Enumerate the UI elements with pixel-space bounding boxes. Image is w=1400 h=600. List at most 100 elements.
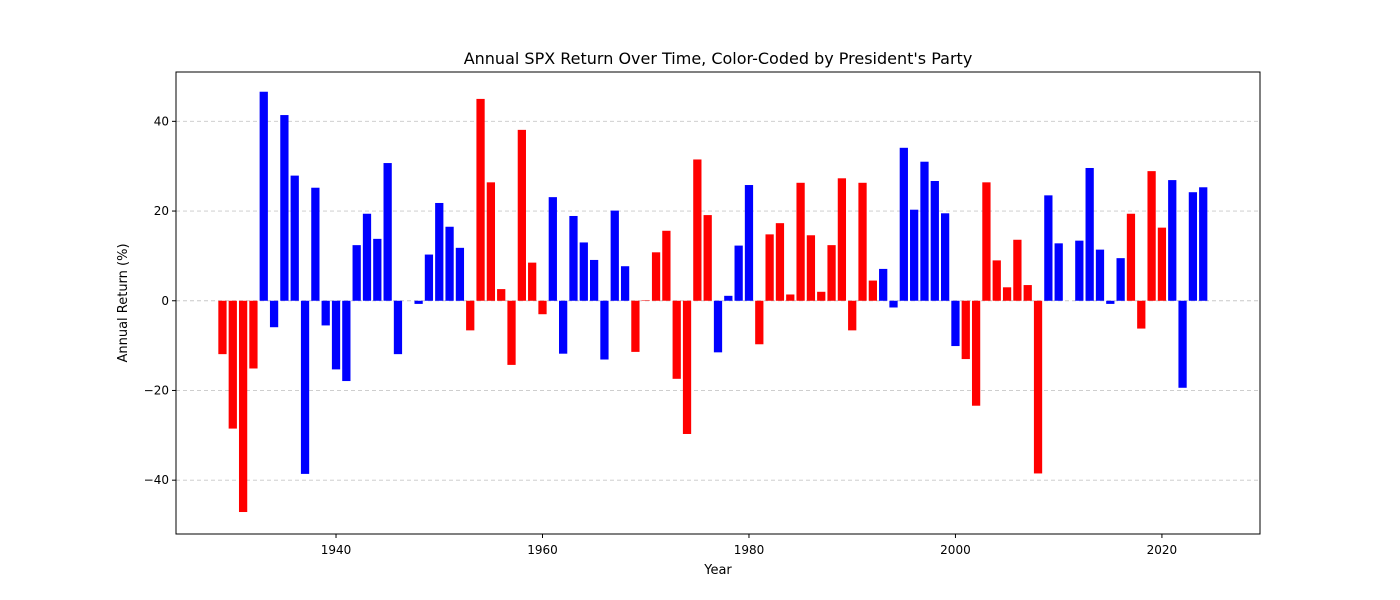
bar-1970 — [641, 300, 650, 301]
bar-1940 — [331, 300, 341, 370]
x-tick-label: 1980 — [734, 543, 765, 557]
bar-2009 — [1044, 195, 1053, 301]
bar-2012 — [1075, 240, 1084, 301]
bar-2000 — [951, 300, 960, 347]
bar-2024 — [1199, 187, 1208, 301]
bar-1963 — [569, 215, 578, 301]
bar-1934 — [269, 300, 279, 328]
bar-1939 — [321, 300, 330, 326]
bar-1992 — [868, 280, 877, 301]
bars — [218, 91, 1208, 513]
bar-1979 — [734, 245, 743, 301]
bar-1998 — [930, 181, 939, 301]
bar-1988 — [827, 245, 836, 301]
chart-title: Annual SPX Return Over Time, Color-Coded… — [464, 49, 973, 68]
bar-1973 — [672, 300, 681, 379]
bar-2022 — [1178, 300, 1187, 388]
bar-2016 — [1116, 258, 1125, 301]
bar-1945 — [383, 163, 392, 301]
bar-2023 — [1188, 192, 1198, 301]
plot-frame — [175, 71, 1261, 535]
x-axis: 1940 1960 1980 2000 2020 — [321, 534, 1177, 557]
bar-1930 — [228, 300, 237, 429]
bar-1969 — [631, 300, 640, 352]
bar-1972 — [662, 230, 671, 301]
bar-1953 — [466, 300, 475, 331]
bar-1986 — [806, 235, 816, 301]
bar-1952 — [455, 247, 465, 301]
bar-2001 — [961, 300, 970, 360]
y-tick-label: −40 — [144, 473, 169, 487]
bar-1946 — [393, 300, 403, 355]
bar-1996 — [910, 209, 919, 301]
bar-1931 — [238, 300, 248, 513]
bar-2013 — [1085, 167, 1094, 301]
bar-1984 — [786, 294, 795, 301]
bar-2003 — [982, 182, 991, 301]
x-tick-label: 2020 — [1147, 543, 1178, 557]
bar-1956 — [497, 289, 506, 301]
bar-2008 — [1033, 300, 1043, 474]
bar-1981 — [755, 300, 764, 345]
bar-1954 — [476, 98, 485, 301]
bar-1991 — [858, 182, 867, 301]
bar-1985 — [796, 182, 805, 301]
bar-1958 — [517, 129, 526, 301]
bar-2006 — [1013, 239, 1022, 301]
bar-1944 — [373, 238, 382, 301]
bar-1936 — [290, 175, 299, 301]
bar-1951 — [445, 226, 454, 301]
bar-1968 — [620, 266, 630, 301]
bar-1942 — [352, 245, 361, 301]
bar-1967 — [610, 210, 619, 301]
bar-2010 — [1054, 243, 1063, 301]
bar-2021 — [1168, 180, 1177, 301]
bar-1938 — [311, 187, 320, 301]
bar-1965 — [589, 259, 599, 301]
bar-1980 — [744, 185, 754, 301]
bar-1955 — [486, 182, 496, 301]
bar-1990 — [848, 300, 857, 331]
bar-2004 — [992, 260, 1001, 301]
y-tick-label: 20 — [154, 204, 169, 218]
bar-1989 — [837, 178, 847, 301]
y-tick-label: 40 — [154, 114, 169, 128]
bar-1959 — [528, 262, 537, 301]
x-axis-label: Year — [703, 563, 732, 578]
bar-1971 — [651, 252, 661, 301]
bar-1943 — [362, 213, 372, 301]
bar-1974 — [682, 300, 692, 434]
bar-1964 — [579, 242, 588, 301]
bar-1933 — [259, 91, 268, 301]
x-tick-label: 1940 — [321, 543, 352, 557]
bar-1994 — [889, 300, 898, 308]
bar-2005 — [1002, 287, 1012, 301]
bar-1987 — [817, 291, 826, 301]
bar-1978 — [724, 295, 733, 301]
y-tick-label: 0 — [161, 294, 169, 308]
bar-1950 — [435, 202, 444, 301]
y-axis-label: Annual Return (%) — [116, 243, 131, 362]
bar-1937 — [300, 300, 310, 474]
bar-1941 — [342, 300, 351, 382]
bar-1948 — [414, 300, 423, 304]
bar-1997 — [920, 161, 929, 301]
bar-1935 — [280, 115, 289, 301]
bar-1960 — [538, 300, 547, 315]
bar-2015 — [1106, 300, 1115, 304]
bar-1976 — [703, 215, 712, 301]
bar-1982 — [765, 234, 774, 301]
bar-1962 — [559, 300, 568, 354]
bar-1993 — [879, 268, 888, 301]
bar-2007 — [1023, 285, 1032, 301]
bar-2018 — [1137, 300, 1146, 329]
bar-2014 — [1095, 249, 1105, 301]
y-axis: −40 −20 0 20 40 — [144, 114, 176, 487]
bar-1961 — [548, 197, 557, 301]
bar-2019 — [1147, 171, 1156, 301]
bar-2002 — [971, 300, 981, 406]
bar-1999 — [940, 213, 950, 301]
bar-1995 — [899, 147, 908, 301]
x-tick-label: 2000 — [940, 543, 971, 557]
